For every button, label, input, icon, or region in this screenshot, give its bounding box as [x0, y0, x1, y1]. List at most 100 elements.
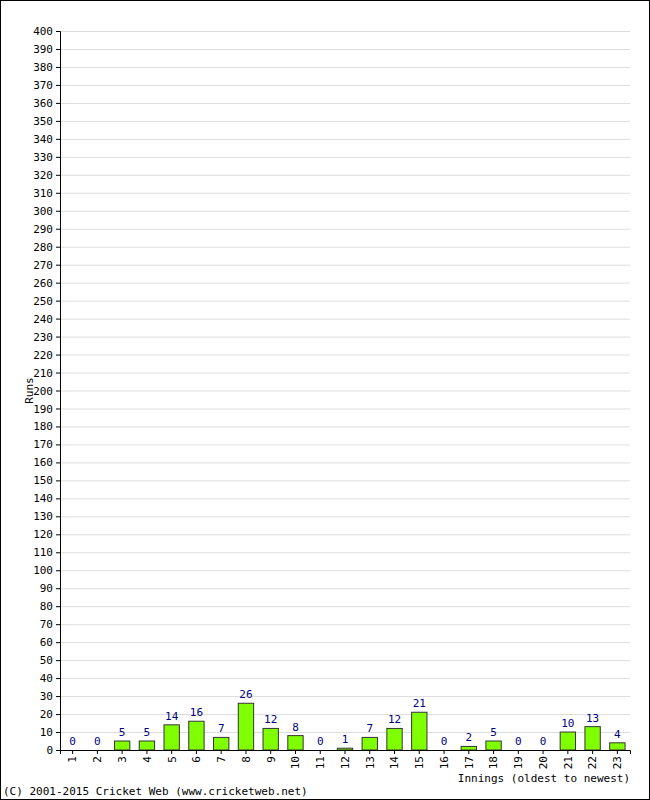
- x-tick-mark: [345, 750, 346, 754]
- data-label: 12: [264, 713, 277, 726]
- grid-line: [60, 624, 630, 625]
- x-tick-mark: [196, 750, 197, 754]
- y-tick-mark: [56, 175, 60, 176]
- y-tick: 180: [33, 420, 60, 433]
- y-tick-mark: [56, 606, 60, 607]
- bar: [263, 728, 278, 750]
- bar: [114, 741, 129, 750]
- data-label: 0: [69, 735, 76, 748]
- y-tick-label: 330: [33, 151, 53, 164]
- data-label: 0: [441, 735, 448, 748]
- y-tick-label: 390: [33, 43, 53, 56]
- y-tick: 250: [33, 295, 60, 308]
- grid-line: [60, 606, 630, 607]
- y-tick-mark: [56, 444, 60, 445]
- bars: [114, 703, 625, 750]
- x-tick-label: 10: [289, 756, 302, 769]
- x-tick-mark: [567, 750, 568, 754]
- y-tick-mark: [56, 570, 60, 571]
- x-tick-label: 2: [91, 756, 104, 763]
- y-tick-mark: [56, 121, 60, 122]
- y-tick-label: 340: [33, 133, 53, 146]
- grid-line: [60, 229, 630, 230]
- x-tick-mark: [97, 750, 98, 754]
- y-tick: 140: [33, 492, 60, 505]
- x-tick-label: 1: [66, 756, 79, 763]
- y-tick: 300: [33, 205, 60, 218]
- grid-line: [60, 462, 630, 463]
- bar: [535, 750, 550, 751]
- x-tick: 11: [314, 750, 327, 769]
- y-tick-mark: [56, 139, 60, 140]
- data-label: 5: [119, 726, 126, 739]
- grid-line: [60, 139, 630, 140]
- y-tick-mark: [56, 337, 60, 338]
- y-tick-label: 360: [33, 97, 53, 110]
- y-tick: 280: [33, 241, 60, 254]
- y-tick: 40: [40, 672, 60, 685]
- x-tick-mark: [270, 750, 271, 754]
- x-tick: 8: [240, 750, 253, 763]
- x-tick-mark: [72, 750, 73, 754]
- data-label: 10: [561, 717, 574, 730]
- x-tick: 9: [265, 750, 278, 763]
- y-tick-label: 380: [33, 61, 53, 74]
- data-label: 2: [465, 731, 472, 744]
- y-tick-mark: [56, 211, 60, 212]
- y-tick: 370: [33, 79, 60, 92]
- y-tick-label: 10: [40, 726, 53, 739]
- bar: [164, 725, 179, 750]
- x-tick: 21: [562, 750, 575, 769]
- y-tick: 30: [40, 690, 60, 703]
- y-tick: 200: [33, 385, 60, 398]
- y-tick-mark: [56, 678, 60, 679]
- y-axis-title: Runs: [23, 377, 36, 404]
- grid-line: [60, 157, 630, 158]
- x-tick-label: 23: [611, 756, 624, 769]
- y-tick: 60: [40, 636, 60, 649]
- x-tick: 1: [66, 750, 79, 763]
- bar: [65, 750, 80, 751]
- x-tick: 7: [215, 750, 228, 763]
- x-tick: 18: [487, 750, 500, 769]
- x-tick: 13: [364, 750, 377, 769]
- grid-line: [60, 265, 630, 266]
- x-tick-mark: [394, 750, 395, 754]
- data-label: 5: [144, 726, 151, 739]
- bar: [313, 750, 328, 751]
- y-tick-mark: [56, 31, 60, 32]
- y-tick: 350: [33, 115, 60, 128]
- x-tick: 15: [413, 750, 426, 769]
- y-tick-mark: [56, 85, 60, 86]
- x-tick-mark: [320, 750, 321, 754]
- y-tick: 160: [33, 456, 60, 469]
- x-tick-mark: [171, 750, 172, 754]
- bar: [387, 728, 402, 750]
- y-tick-mark: [56, 462, 60, 463]
- y-tick-label: 250: [33, 295, 53, 308]
- y-tick-mark: [56, 552, 60, 553]
- y-tick-label: 260: [33, 277, 53, 290]
- y-tick-label: 300: [33, 205, 53, 218]
- y-tick-mark: [56, 588, 60, 589]
- x-tick-label: 14: [388, 756, 401, 770]
- data-label: 8: [292, 721, 299, 734]
- y-tick: 260: [33, 277, 60, 290]
- data-label: 14: [165, 710, 179, 723]
- x-axis-title: Innings (oldest to newest): [458, 772, 630, 785]
- x-tick: 19: [512, 750, 525, 769]
- x-axis-line: [61, 751, 631, 755]
- y-tick-mark: [56, 480, 60, 481]
- x-tick-label: 7: [215, 756, 228, 763]
- grid-line: [60, 319, 630, 320]
- y-tick: 190: [33, 402, 60, 415]
- y-tick: 290: [33, 223, 60, 236]
- y-tick-label: 50: [40, 654, 53, 667]
- y-tick-label: 180: [33, 420, 53, 433]
- y-tick-label: 110: [33, 546, 53, 559]
- x-tick-label: 15: [413, 756, 426, 769]
- y-tick-mark: [56, 624, 60, 625]
- y-tick-mark: [56, 391, 60, 392]
- y-tick: 270: [33, 259, 60, 272]
- annotations: (C) 2001-2015 Cricket Web (www.cricketwe…: [3, 785, 308, 798]
